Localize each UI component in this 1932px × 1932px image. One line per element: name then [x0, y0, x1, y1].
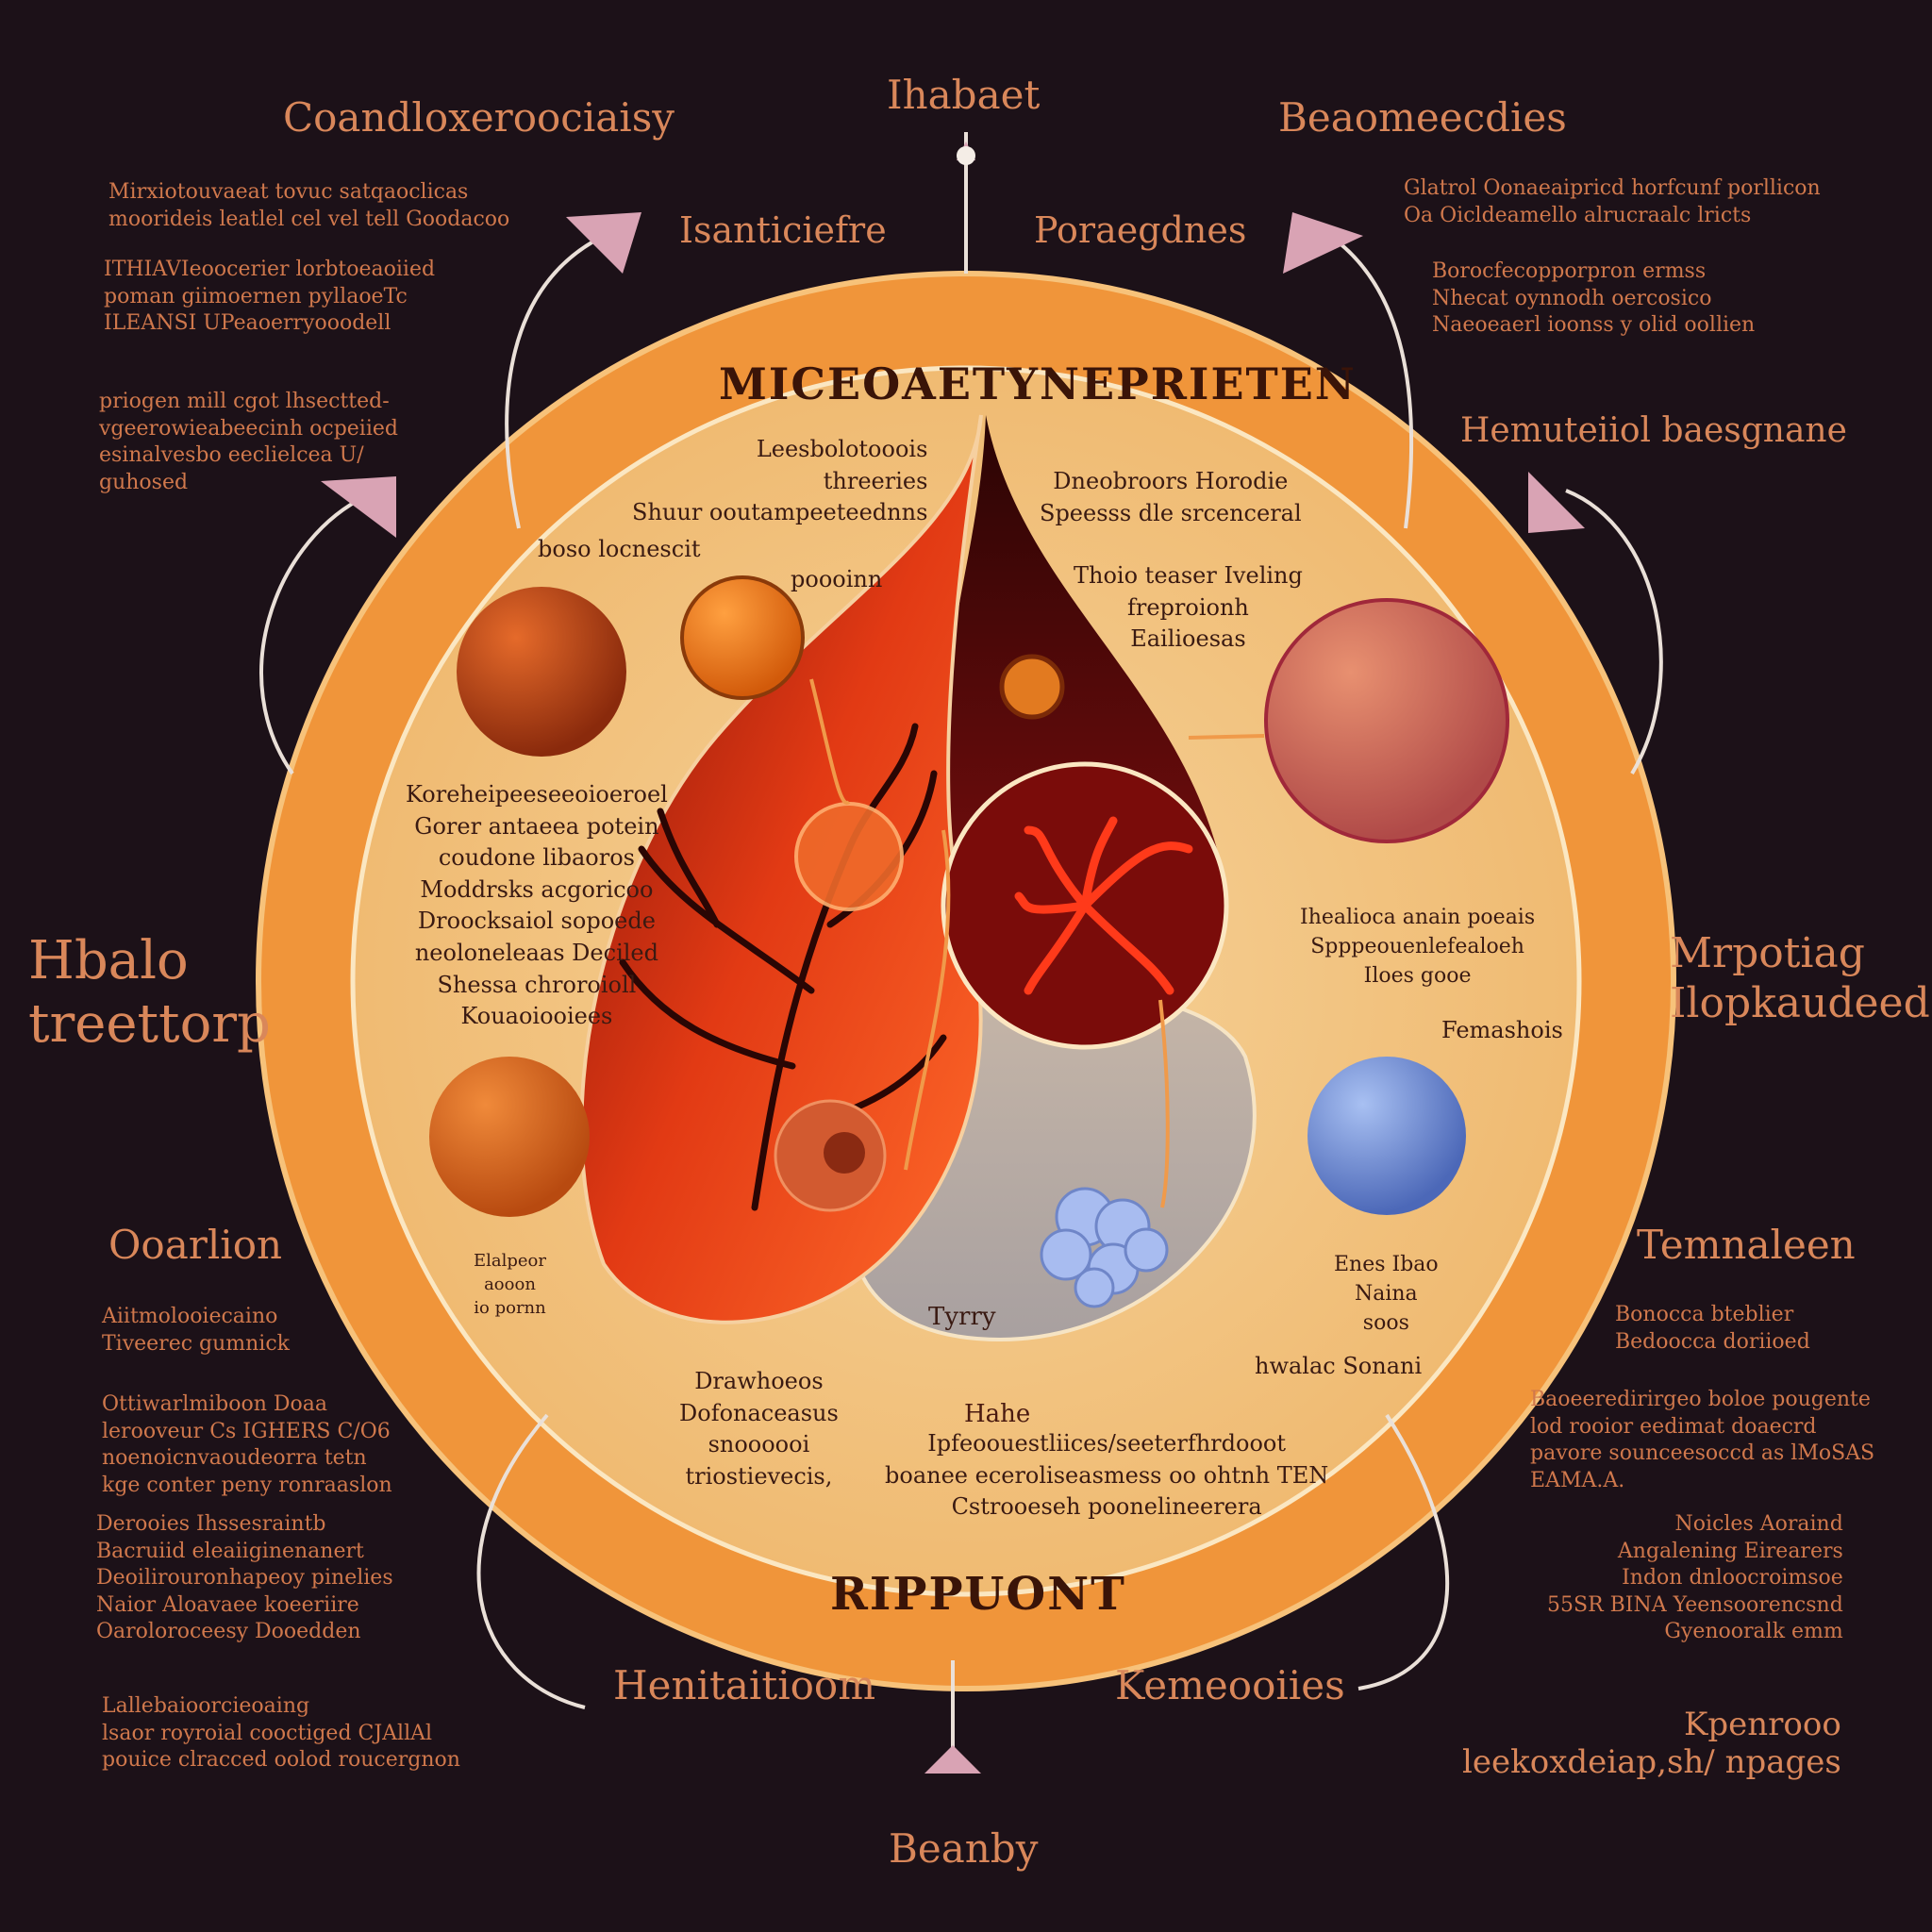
sphere-right	[1264, 598, 1509, 843]
red-vessel-cluster	[1014, 816, 1193, 995]
blue-cluster	[1040, 1187, 1169, 1308]
bottom-left-label: Henitaitioom	[613, 1662, 876, 1708]
left-text-block-4: Aiitmolooiecaino Tiveerec gumnick	[102, 1305, 290, 1356]
ring-top-title: MICEOAETYNEPRIETEN	[719, 358, 1357, 409]
inner-bubble	[794, 802, 904, 911]
right-mid-label: Temnaleen	[1637, 1222, 1856, 1268]
right-text-block-2: Borocfecopporpron ermss Nhecat oynnodh o…	[1432, 259, 1756, 338]
inner-top-right-small: Thoio teaser Iveling freproionh Eailioes…	[1074, 562, 1303, 653]
inner-core-dot	[824, 1132, 865, 1174]
left-text-block-5: Ottiwarlmiboon Doaa lerooveur Cs IGHERS …	[102, 1392, 392, 1497]
right-text-block-3: Hemuteiiol baesgnane	[1460, 411, 1847, 450]
bottom-right-label: Kemeooiies	[1115, 1662, 1345, 1708]
top-inner-left-label: Isanticiefre	[679, 209, 887, 251]
inner-top-left-small: boso locnescit	[538, 536, 701, 562]
sphere-top-left	[457, 587, 626, 757]
left-big-title: Hbalo treettorp	[28, 930, 271, 1056]
arrow-heads	[321, 142, 1585, 1774]
left-text-block-3: priogen mill cgot lhsectted- vgeerowieab…	[99, 390, 398, 494]
connector-lines	[809, 678, 1265, 1208]
right-text-block-5: Baoeeredirirgeo boloe pougente lod rooio…	[1530, 1388, 1875, 1492]
left-text-block-2: ITHIAVIeoocerier lorbtoeaoiied poman gii…	[104, 258, 436, 336]
left-text-block-7: Lallebaioorcieoaing lsaor royroial cooct…	[102, 1694, 460, 1773]
inner-right-block: Ihealioca anain poeais Spppeouenlefealoe…	[1300, 906, 1536, 988]
right-text-block-4: Bonocca bteblier Bedoocca doriioed	[1615, 1303, 1810, 1354]
sphere-blue	[1307, 1057, 1466, 1215]
sphere-bottom-left	[429, 1057, 590, 1217]
top-inner-right-label: Poraegdnes	[1034, 209, 1247, 251]
inner-bottom-mid-title: Hahe	[964, 1400, 1031, 1428]
outer-arrows	[259, 132, 1663, 1774]
bottom-title: Beanby	[889, 1825, 1039, 1872]
top-right-heading: Beaomeecdies	[1278, 94, 1567, 141]
left-text-block-1: Mirxiotouvaeat tovuc satqaoclicas moorid…	[108, 180, 510, 231]
inner-right-small-2: Enes Ibao Naina soos	[1334, 1253, 1439, 1335]
inner-right-small: Femashois	[1441, 1017, 1563, 1043]
right-text-block-1: Glatrol Oonaeaipricd horfcunf porllicon …	[1404, 176, 1821, 227]
inner-bottom-mid-block: Ipfeoouestliices/seeterfhrdooot boanee e…	[885, 1430, 1329, 1521]
inner-top-left-block: Leesbolotooois threeries Shuur ooutampee…	[632, 436, 928, 526]
inner-lobe-label: Tyrry	[928, 1303, 996, 1331]
left-text-block-6: Derooies Ihssesraintb Bacruiid eleaiigin…	[96, 1512, 393, 1644]
inner-top-left-small-2: poooinn	[791, 566, 883, 592]
right-text-block-6: Noicles Aoraind Angalening Eirearers Ind…	[1547, 1512, 1843, 1644]
inner-left-block: Koreheipeeseeoioeroel Gorer antaeea pote…	[406, 781, 668, 1030]
inner-top-right-block: Dneobroors Horodie Speesss dle srcencera…	[1040, 468, 1302, 526]
sphere-left-small	[680, 575, 805, 700]
ring-bottom-title: RIPPUONT	[830, 1568, 1126, 1621]
inner-bottom-block: Drawhoeos Dofonaceasus snoooooi triostie…	[679, 1368, 839, 1490]
right-big-title: Mrpotiag Ilopkaudeed	[1670, 929, 1930, 1027]
inner-left-small: Elalpeor aooon io pornn	[474, 1251, 547, 1319]
inner-orange-node	[999, 654, 1065, 720]
top-title: Ihabaet	[887, 72, 1041, 118]
left-mid-label: Ooarlion	[108, 1222, 283, 1268]
top-connector-node	[957, 146, 975, 165]
top-left-heading: Coandloxeroociaisy	[283, 94, 675, 141]
right-text-block-7: Kpenrooo leekoxdeiap,sh/ npages	[1462, 1706, 1841, 1781]
inner-right-small-3: hwalac Sonani	[1255, 1353, 1423, 1379]
